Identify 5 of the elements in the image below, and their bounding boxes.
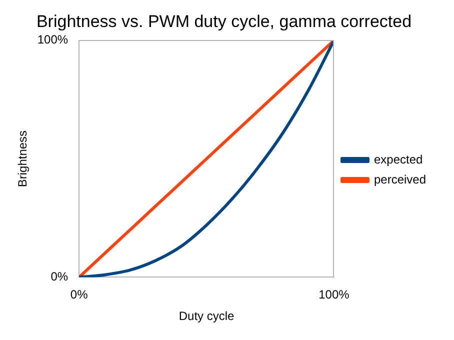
y-axis-title: Brightness [16,130,30,188]
x-axis-title: Duty cycle [178,309,235,324]
legend-label: expected [374,152,423,166]
chart-title: Brightness vs. PWM duty cycle, gamma corrected [36,12,412,31]
legend-label: perceived [374,172,426,186]
